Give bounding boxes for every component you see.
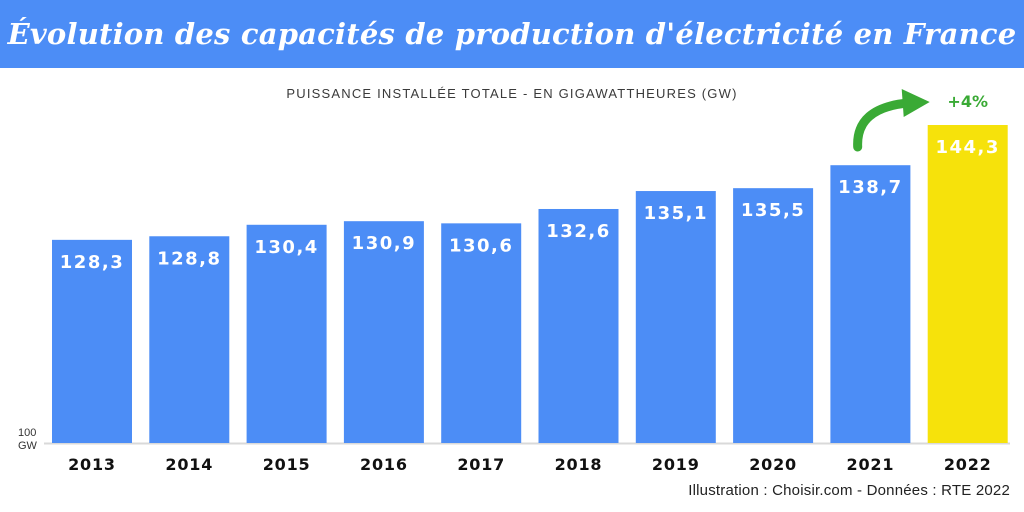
axis-min-unit: GW (18, 440, 37, 452)
growth-arrow-shaft (853, 98, 913, 152)
data-label: 135,1 (644, 203, 708, 224)
x-tick-label: 2015 (263, 455, 311, 474)
growth-annotation: +4% (947, 92, 988, 111)
x-tick-label: 2014 (165, 455, 213, 474)
x-tick-label: 2020 (749, 455, 797, 474)
bar (149, 236, 230, 443)
bar (830, 165, 911, 443)
bar (52, 239, 132, 443)
x-tick-label: 2022 (944, 455, 992, 474)
data-label: 130,4 (254, 237, 318, 258)
x-tick-label: 2017 (457, 455, 505, 474)
data-label: 130,9 (352, 233, 416, 254)
x-tick-label: 2018 (555, 455, 603, 474)
bar (635, 191, 716, 443)
data-label: 135,5 (741, 200, 805, 221)
chart-title: Évolution des capacités de production d'… (7, 17, 1017, 51)
x-tick-label: 2019 (652, 455, 700, 474)
chart-subtitle: PUISSANCE INSTALLÉE TOTALE - EN GIGAWATT… (286, 86, 738, 101)
bar (733, 188, 814, 443)
axis-min-label: 100 GW (18, 427, 37, 453)
data-label: 128,8 (157, 248, 221, 269)
data-label: 138,7 (838, 177, 902, 198)
bar (441, 223, 522, 443)
x-tick-label: 2021 (847, 455, 895, 474)
axis-min-value: 100 (18, 427, 37, 439)
bar (927, 125, 1008, 443)
x-tick-label: 2013 (68, 455, 116, 474)
bar (246, 224, 327, 443)
title-banner (0, 0, 1024, 68)
data-label: 130,6 (449, 235, 513, 256)
source-credit: Illustration : Choisir.com - Données : R… (688, 482, 1010, 499)
data-label: 144,3 (935, 137, 999, 158)
growth-arrow-head (901, 89, 930, 117)
bar (538, 208, 619, 443)
x-tick-label: 2016 (360, 455, 408, 474)
bar (343, 221, 424, 443)
data-label: 132,6 (546, 221, 610, 242)
data-label: 128,3 (60, 252, 124, 273)
